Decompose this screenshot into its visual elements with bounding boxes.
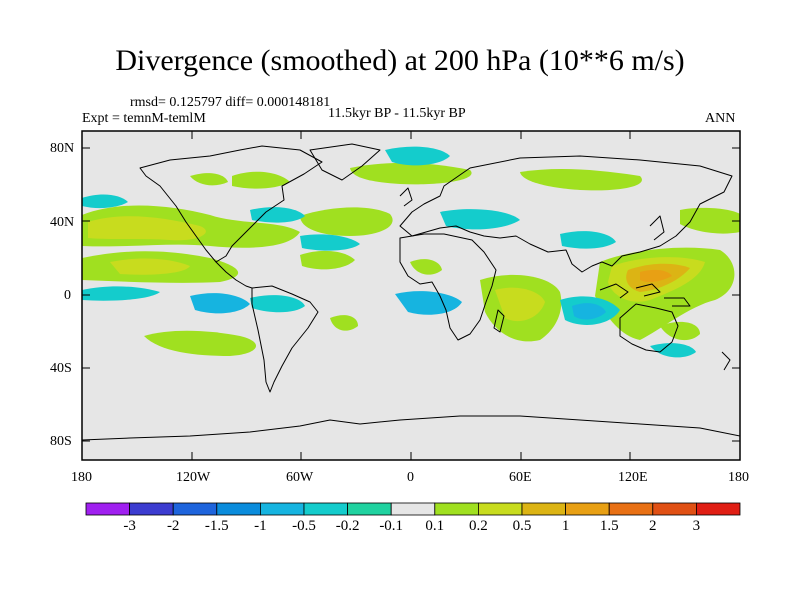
experiment-label: Expt = temnM-temlM	[82, 111, 206, 126]
colorbar-swatch	[129, 502, 174, 516]
field-patch	[350, 162, 472, 185]
colorbar-swatch	[434, 502, 479, 516]
field-patch	[250, 295, 305, 313]
field-patch	[300, 234, 360, 251]
lat-tick: 40S	[50, 361, 72, 376]
colorbar-label: 1	[561, 518, 570, 534]
coastline-greenland	[309, 143, 381, 181]
coastline-antarctica	[82, 415, 740, 441]
field-patch	[495, 287, 545, 322]
field-patch	[232, 171, 290, 189]
colorbar-swatch	[216, 502, 261, 516]
period-label: 11.5kyr BP - 11.5kyr BP	[328, 106, 466, 121]
coastline-africa	[399, 233, 497, 341]
field-patch	[82, 286, 160, 301]
colorbar-label: 0.2	[469, 518, 488, 534]
colorbar	[85, 502, 741, 516]
field-patch	[190, 173, 228, 186]
colorbar-swatch	[172, 502, 218, 516]
colorbar-label: -2	[166, 518, 180, 534]
field-patch	[640, 269, 672, 283]
colorbar-swatch	[565, 502, 610, 516]
season-label: ANN	[705, 111, 736, 126]
field-patch	[88, 216, 206, 241]
colorbar-swatch	[521, 502, 566, 516]
lat-tick: 0	[64, 288, 71, 303]
lat-tick: 80N	[50, 141, 75, 156]
field-patch	[560, 231, 616, 249]
coastline-south-america	[251, 285, 319, 393]
lon-tick: 120E	[618, 470, 648, 485]
field-patch	[110, 258, 190, 275]
field-patch	[300, 250, 355, 270]
lon-tick: 180	[71, 470, 92, 485]
coastline-madagascar	[493, 309, 505, 333]
coastline-australia	[619, 303, 679, 353]
colorbar-swatch	[85, 502, 130, 516]
field-patch	[330, 315, 358, 331]
colorbar-label: -0.2	[335, 518, 360, 534]
colorbar-label: 3	[692, 518, 701, 534]
colorbar-label: -1.5	[204, 518, 229, 534]
axis-ticks	[81, 131, 741, 460]
colorbar-swatch	[608, 502, 654, 516]
colorbar-label: -0.1	[379, 518, 404, 534]
colorbar-label: 0.5	[512, 518, 532, 534]
coastline-north-america	[139, 145, 323, 263]
colorbar-swatch	[390, 502, 436, 516]
coastline-new-zealand	[721, 351, 731, 371]
field-patch	[440, 209, 520, 230]
lat-tick: 40N	[50, 215, 75, 230]
colorbar-swatch	[347, 502, 392, 516]
field-patch	[144, 330, 257, 356]
colorbar-swatch	[696, 502, 741, 516]
colorbar-swatch	[652, 502, 697, 516]
lat-tick: 80S	[50, 434, 72, 449]
field-patch	[250, 207, 305, 223]
coastline-japan	[649, 215, 665, 241]
colorbar-label: -1	[254, 518, 267, 534]
divergence-field	[82, 146, 740, 358]
colorbar-swatch	[477, 502, 523, 516]
field-patch	[520, 169, 642, 191]
field-patch	[572, 303, 606, 320]
field-patch	[82, 194, 128, 209]
colorbar-label: 1.5	[599, 518, 619, 534]
field-patch	[650, 343, 696, 358]
field-patch	[410, 259, 442, 275]
coastline-central-america	[215, 261, 253, 289]
field-patch	[300, 207, 393, 236]
coastline-british-isles	[399, 187, 413, 207]
colorbar-label: 0.1	[425, 518, 445, 534]
field-patch	[680, 207, 740, 234]
colorbar-label: -0.5	[292, 518, 316, 534]
lon-tick: 0	[407, 470, 414, 485]
lon-tick: 120W	[176, 470, 211, 485]
stats-label: rmsd= 0.125797 diff= 0.000148181	[130, 95, 331, 110]
colorbar-swatch	[259, 502, 305, 516]
coastline-eurasia	[399, 155, 733, 273]
coastlines	[82, 143, 740, 441]
coastline-maritime-continent	[599, 283, 691, 307]
colorbar-swatch	[303, 502, 348, 516]
lon-tick: 60E	[509, 470, 532, 485]
field-patch	[385, 146, 450, 166]
lon-tick: 180	[728, 470, 749, 485]
lon-tick: 60W	[286, 470, 314, 485]
map-title: Divergence (smoothed) at 200 hPa (10**6 …	[115, 44, 685, 77]
field-patch	[660, 321, 700, 341]
field-patch	[190, 293, 250, 314]
colorbar-label: 2	[649, 518, 657, 534]
colorbar-label: -3	[123, 518, 136, 534]
